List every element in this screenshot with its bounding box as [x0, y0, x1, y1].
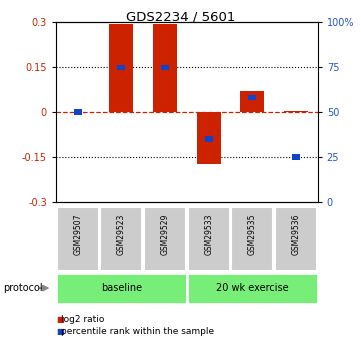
Bar — [188, 207, 230, 271]
Text: GSM29533: GSM29533 — [204, 213, 213, 255]
Text: baseline: baseline — [101, 283, 142, 293]
Bar — [109, 24, 133, 112]
Bar — [56, 273, 187, 304]
Bar — [117, 65, 125, 70]
Text: GSM29535: GSM29535 — [248, 213, 257, 255]
Text: log2 ratio: log2 ratio — [61, 315, 104, 324]
Bar — [161, 65, 169, 70]
Text: GSM29523: GSM29523 — [117, 213, 126, 255]
Text: ■: ■ — [56, 315, 64, 324]
Text: 20 wk exercise: 20 wk exercise — [216, 283, 288, 293]
Bar — [197, 112, 221, 165]
Bar — [292, 154, 300, 160]
Text: percentile rank within the sample: percentile rank within the sample — [61, 327, 214, 336]
Bar — [284, 111, 308, 112]
Bar — [100, 207, 142, 271]
Text: GSM29507: GSM29507 — [73, 213, 82, 255]
Bar — [57, 207, 99, 271]
Bar — [74, 109, 82, 115]
Bar — [187, 273, 318, 304]
Text: GDS2234 / 5601: GDS2234 / 5601 — [126, 10, 235, 23]
Bar — [231, 207, 273, 271]
Text: GSM29536: GSM29536 — [291, 213, 300, 255]
Bar — [240, 91, 264, 112]
Bar — [144, 207, 186, 271]
Text: protocol: protocol — [4, 283, 43, 293]
Bar — [205, 136, 213, 142]
Text: ■: ■ — [56, 327, 64, 336]
Text: GSM29529: GSM29529 — [161, 213, 170, 255]
Bar — [275, 207, 317, 271]
Bar — [248, 95, 256, 100]
Bar — [153, 24, 177, 112]
